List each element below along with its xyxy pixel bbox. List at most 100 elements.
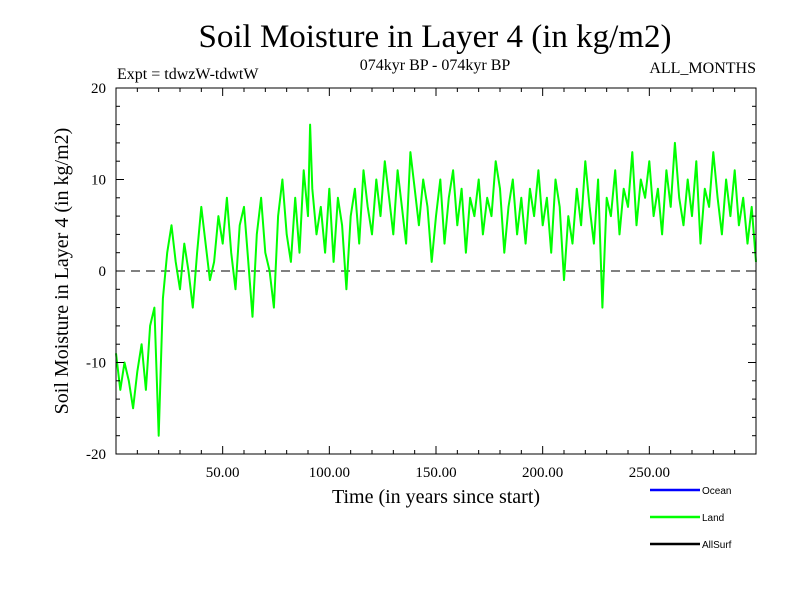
- data-point-land-144: [725, 178, 727, 181]
- data-point-land-81: [456, 224, 458, 226]
- data-point-land-47: [311, 188, 313, 190]
- data-point-land-51: [328, 188, 330, 190]
- y-tick-label: -10: [86, 356, 106, 372]
- data-point-land-28: [234, 288, 237, 290]
- data-point-land-121: [627, 206, 629, 208]
- data-point-land-130: [665, 169, 668, 171]
- data-point-land-136: [691, 215, 693, 217]
- data-point-land-5: [136, 371, 138, 373]
- data-point-land-4: [132, 407, 134, 409]
- data-point-land-95: [516, 233, 518, 235]
- data-point-land-128: [657, 188, 659, 190]
- data-point-land-11: [162, 297, 164, 300]
- data-point-land-30: [243, 206, 245, 208]
- data-point-land-146: [734, 169, 736, 171]
- data-point-land-125: [644, 197, 646, 199]
- data-point-land-82: [461, 188, 463, 190]
- legend-label-allsurf: AllSurf: [702, 540, 732, 551]
- data-point-land-141: [712, 151, 714, 153]
- data-point-land-12: [166, 252, 168, 254]
- data-point-land-113: [593, 243, 595, 245]
- x-tick-label: 100.00: [309, 465, 350, 481]
- data-point-land-139: [704, 188, 706, 190]
- legend: Ocean Land AllSurf: [650, 486, 732, 551]
- data-point-land-66: [392, 233, 394, 235]
- data-point-land-77: [439, 178, 441, 181]
- x-tick-label: 250.00: [629, 465, 670, 481]
- data-point-land-16: [183, 243, 185, 245]
- data-point-land-149: [746, 243, 749, 245]
- data-point-land-8: [149, 325, 151, 327]
- data-point-land-131: [670, 206, 672, 208]
- data-point-land-67: [397, 169, 399, 171]
- data-point-land-37: [273, 307, 275, 309]
- x-tick-label: 150.00: [415, 465, 456, 481]
- data-point-land-52: [333, 261, 335, 263]
- data-point-land-92: [503, 252, 505, 254]
- data-point-land-29: [239, 224, 241, 226]
- data-point-land-101: [542, 224, 544, 226]
- data-point-land-3: [128, 380, 130, 382]
- data-point-land-107: [567, 215, 569, 217]
- data-point-land-126: [648, 160, 650, 162]
- data-point-land-17: [187, 270, 190, 272]
- data-point-land-64: [384, 160, 386, 162]
- data-point-land-89: [490, 215, 493, 217]
- data-point-land-100: [537, 169, 540, 171]
- data-point-land-85: [473, 215, 475, 217]
- data-point-land-57: [354, 188, 356, 190]
- data-point-land-127: [653, 215, 655, 217]
- data-point-land-19: [196, 252, 198, 254]
- data-point-land-110: [580, 224, 582, 226]
- chart-subtitle-left: Expt = tdwzW-tdwtW: [117, 66, 259, 83]
- data-point-land-109: [576, 188, 578, 190]
- data-point-land-38: [277, 215, 279, 217]
- data-point-land-34: [260, 197, 262, 199]
- data-point-land-145: [729, 215, 732, 217]
- data-point-land-93: [507, 206, 510, 208]
- data-point-land-102: [546, 197, 548, 199]
- data-point-land-15: [179, 288, 181, 290]
- data-point-land-63: [379, 215, 382, 217]
- data-point-land-36: [269, 270, 271, 272]
- x-tick-label: 50.00: [206, 465, 240, 481]
- data-point-land-150: [751, 206, 753, 208]
- chart-title: Soil Moisture in Layer 4 (in kg/m2): [199, 19, 672, 55]
- data-point-land-97: [525, 243, 527, 245]
- x-axis-ticks: 50.00 100.00 150.00 200.00 250.00: [136, 88, 736, 481]
- data-point-land-123: [635, 224, 638, 226]
- data-point-land-72: [418, 224, 420, 226]
- data-point-land-26: [226, 197, 228, 199]
- chart-subtitle-right: ALL_MONTHS: [649, 60, 756, 77]
- data-point-land-83: [465, 252, 467, 254]
- data-point-land-62: [375, 178, 377, 181]
- data-point-land-119: [618, 233, 621, 235]
- data-point-land-54: [341, 224, 343, 226]
- y-tick-label: -20: [86, 447, 106, 463]
- data-point-land-122: [631, 151, 633, 153]
- data-point-land-118: [614, 169, 616, 171]
- data-point-land-75: [431, 261, 433, 263]
- data-point-land-120: [623, 188, 625, 190]
- series-group: [115, 123, 757, 437]
- data-point-land-76: [435, 215, 437, 217]
- data-point-land-84: [469, 197, 471, 199]
- data-point-land-68: [401, 206, 403, 208]
- data-point-land-9: [153, 307, 155, 309]
- data-point-land-20: [200, 206, 202, 208]
- data-point-land-69: [405, 243, 407, 245]
- legend-label-ocean: Ocean: [702, 486, 731, 497]
- data-point-land-24: [217, 215, 219, 217]
- data-point-land-124: [640, 178, 642, 181]
- data-point-land-88: [486, 197, 488, 199]
- data-point-land-53: [337, 197, 339, 199]
- data-point-land-132: [674, 142, 676, 144]
- data-point-land-94: [512, 178, 514, 181]
- data-point-land-27: [230, 252, 232, 254]
- data-point-land-41: [290, 261, 292, 263]
- data-point-land-78: [443, 243, 446, 245]
- data-point-land-22: [209, 279, 211, 281]
- data-point-land-65: [388, 197, 390, 199]
- data-point-land-91: [499, 188, 501, 190]
- data-point-land-117: [610, 215, 612, 217]
